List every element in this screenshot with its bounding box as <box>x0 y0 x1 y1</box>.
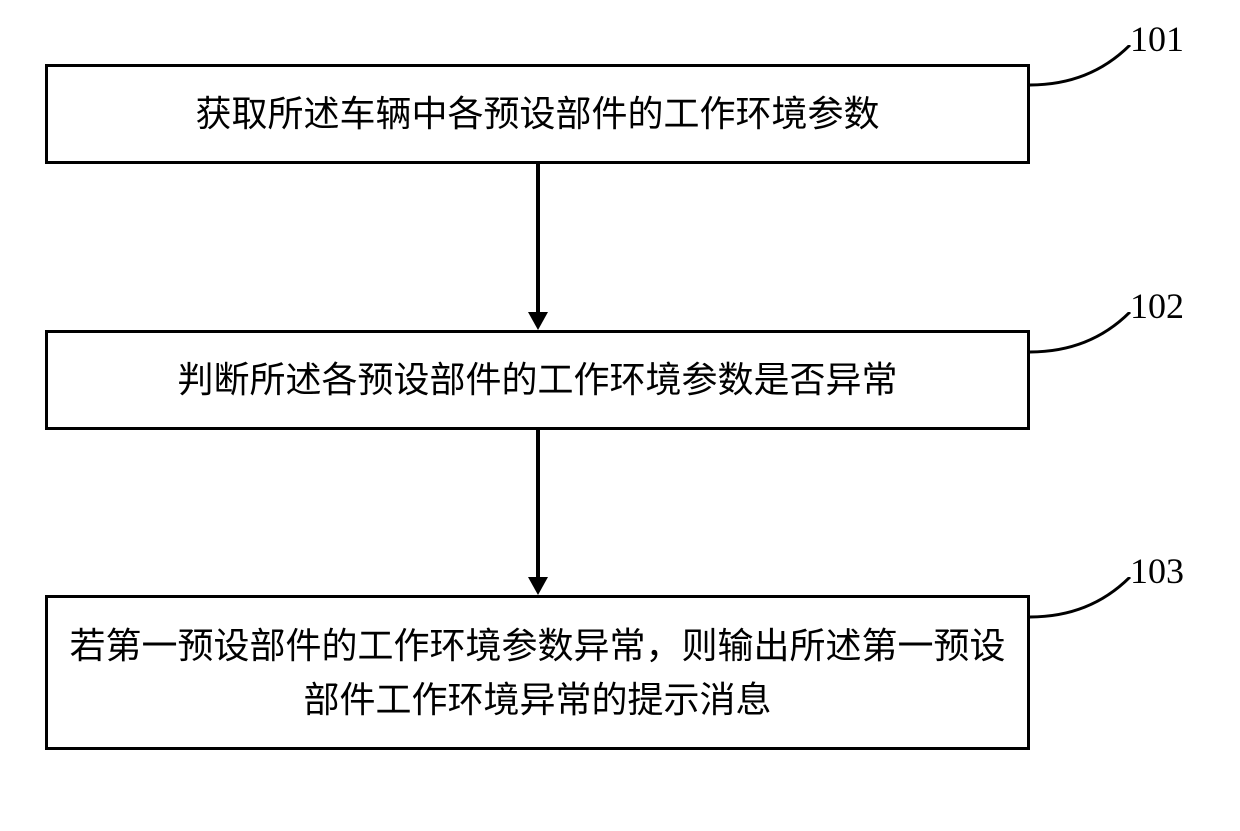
flowchart-step-1: 获取所述车辆中各预设部件的工作环境参数 <box>45 64 1030 164</box>
flowchart-step-2: 判断所述各预设部件的工作环境参数是否异常 <box>45 330 1030 430</box>
arrow-head-1 <box>528 312 548 330</box>
flowchart-step-3: 若第一预设部件的工作环境参数异常，则输出所述第一预设部件工作环境异常的提示消息 <box>45 595 1030 750</box>
step-3-text: 若第一预设部件的工作环境参数异常，则输出所述第一预设部件工作环境异常的提示消息 <box>68 619 1007 727</box>
arrow-head-2 <box>528 577 548 595</box>
step-1-text: 获取所述车辆中各预设部件的工作环境参数 <box>195 87 879 141</box>
connector-curve-3 <box>1030 577 1140 637</box>
connector-curve-1 <box>1030 45 1140 105</box>
arrow-line-2 <box>536 430 540 577</box>
step-2-text: 判断所述各预设部件的工作环境参数是否异常 <box>177 353 897 407</box>
arrow-line-1 <box>536 164 540 312</box>
connector-curve-2 <box>1030 312 1140 372</box>
